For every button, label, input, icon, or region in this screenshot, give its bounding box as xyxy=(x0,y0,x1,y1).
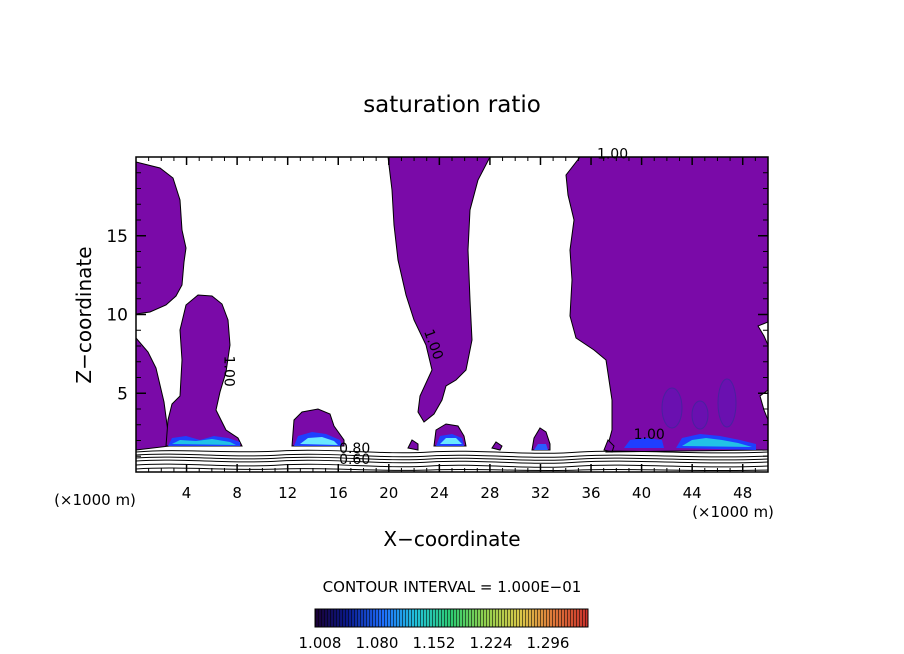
contour-fills xyxy=(136,157,768,453)
fill-region-blob-19k xyxy=(407,439,419,451)
highlight-4k-core xyxy=(172,439,236,445)
x-tick-label: 16 xyxy=(329,484,348,502)
surface-contour-line xyxy=(136,467,768,472)
fill-region-blob-29k xyxy=(491,441,503,451)
y-axis-ticks: 5 10 15 xyxy=(106,172,768,457)
fill-region-left-edge xyxy=(136,161,187,315)
colorbar-tick-label: 1.080 xyxy=(356,634,399,652)
x-tick-label: 48 xyxy=(733,484,752,502)
x-axis-ticks: 4 8 12 16 20 24 28 32 36 40 44 48 xyxy=(148,157,756,502)
colorbar-stripes xyxy=(315,609,588,627)
surface-highlights xyxy=(168,432,756,450)
highlight-44k-core xyxy=(682,438,752,447)
contour-interval-text: CONTOUR INTERVAL = 1.000E−01 xyxy=(323,578,582,596)
y-axis-label: Z−coordinate xyxy=(72,246,96,383)
colorbar-tick-label: 1.296 xyxy=(527,634,570,652)
x-tick-label: 8 xyxy=(232,484,242,502)
fill-region-tower-1 xyxy=(165,294,243,447)
surface-contour-line xyxy=(136,453,768,458)
x-tick-label: 24 xyxy=(430,484,449,502)
highlight-24k-core xyxy=(440,438,462,444)
x-tick-label: 32 xyxy=(531,484,550,502)
y-tick-label: 5 xyxy=(117,384,128,404)
highlight-40k xyxy=(624,438,664,448)
x-tick-label: 12 xyxy=(278,484,297,502)
contour-label: 0.80 xyxy=(339,441,370,457)
x-unit-right: (×1000 m) xyxy=(692,503,774,521)
contour-label: 1.00 xyxy=(634,427,665,443)
x-tick-label: 4 xyxy=(182,484,192,502)
contour-label: 1.00 xyxy=(220,356,236,387)
surface-contour-line xyxy=(136,463,768,468)
colorbar xyxy=(314,608,589,628)
highlight-13k-core xyxy=(300,437,338,445)
x-tick-label: 36 xyxy=(581,484,600,502)
x-tick-label: 44 xyxy=(683,484,702,502)
colorbar-tick-labels: 1.008 1.080 1.152 1.224 1.296 xyxy=(299,634,570,652)
surface-contour-line xyxy=(136,449,768,454)
colorbar-tick-label: 1.008 xyxy=(299,634,342,652)
inner-contour-44k-b xyxy=(691,400,709,430)
fill-region-left-lower xyxy=(136,337,171,451)
inner-contour-47k xyxy=(717,378,737,428)
surface-contour-line xyxy=(136,459,768,464)
chart-title: saturation ratio xyxy=(363,92,541,118)
contour-label: 1.00 xyxy=(597,147,628,163)
fill-region-tower-2 xyxy=(387,157,491,423)
highlight-32k xyxy=(534,444,548,450)
y-tick-label: 15 xyxy=(106,227,128,247)
surface-contour-line xyxy=(136,456,768,461)
contour-label: 0.60 xyxy=(339,452,370,468)
inner-contour-44k-a xyxy=(661,387,683,429)
x-tick-label: 20 xyxy=(379,484,398,502)
x-unit-left: (×1000 m) xyxy=(54,491,136,509)
x-tick-label: 28 xyxy=(480,484,499,502)
surface-contour-lines xyxy=(136,449,768,472)
colorbar-tick-label: 1.224 xyxy=(470,634,513,652)
y-tick-label: 10 xyxy=(106,306,128,326)
x-tick-label: 40 xyxy=(632,484,651,502)
colorbar-border xyxy=(314,608,589,628)
x-axis-label: X−coordinate xyxy=(383,527,520,551)
colorbar-tick-label: 1.152 xyxy=(413,634,456,652)
